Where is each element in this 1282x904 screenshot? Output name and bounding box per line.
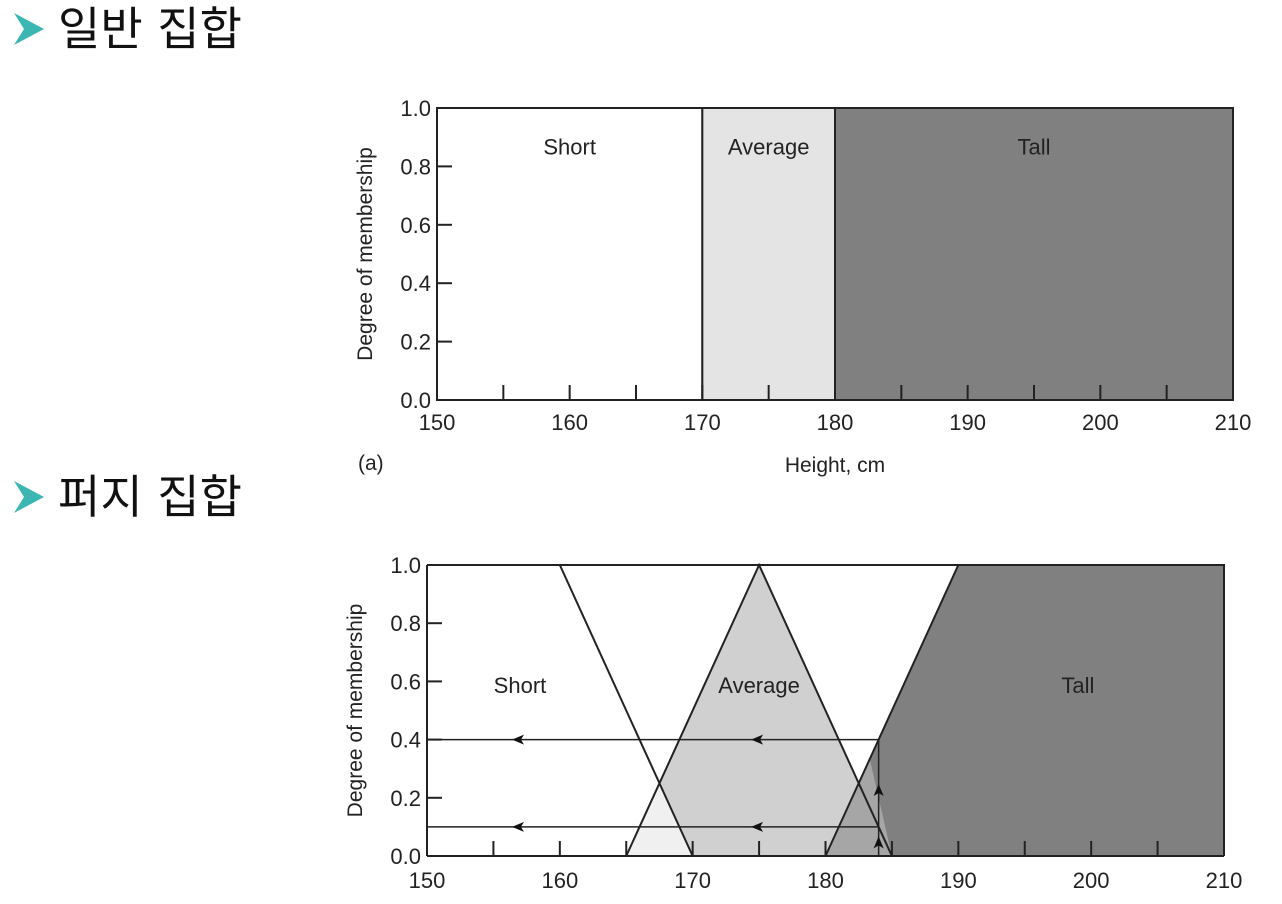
crisp-set-heading: 일반 집합 xyxy=(10,6,242,52)
arrow-bullet-icon xyxy=(14,13,44,45)
y-tick-label: 0.8 xyxy=(400,154,431,179)
y-tick-label: 0.8 xyxy=(390,611,421,636)
fuzzy-region-average xyxy=(626,565,892,856)
membership-arrow xyxy=(511,734,524,745)
y-tick-label: 0.2 xyxy=(390,786,421,811)
region-label-tall: Tall xyxy=(1061,673,1094,698)
x-tick-label: 190 xyxy=(949,410,986,435)
region-label-average: Average xyxy=(718,673,800,698)
arrow-bullet-icon xyxy=(14,481,44,513)
y-tick-label: 0.2 xyxy=(400,330,431,355)
crisp-set-title: 일반 집합 xyxy=(58,2,242,56)
fuzzy-set-heading: 퍼지 집합 xyxy=(10,474,242,520)
region-label-tall: Tall xyxy=(1017,135,1050,160)
y-tick-label: 0.4 xyxy=(400,271,431,296)
membership-arrow xyxy=(751,734,764,745)
region-label-short: Short xyxy=(494,673,547,698)
y-axis-title: Degree of membership xyxy=(344,604,367,818)
x-tick-label: 180 xyxy=(807,868,844,893)
y-tick-label: 0.6 xyxy=(390,669,421,694)
region-label-short: Short xyxy=(543,135,596,160)
x-tick-label: 150 xyxy=(419,410,456,435)
height-arrow xyxy=(873,783,884,796)
membership-arrow xyxy=(751,821,764,832)
membership-arrow xyxy=(511,821,524,832)
overlap-short-average xyxy=(626,783,693,856)
x-tick-label: 190 xyxy=(940,868,977,893)
fuzzy-region-tall xyxy=(825,565,1224,856)
y-axis-title: Degree of membership xyxy=(354,147,377,361)
x-tick-label: 150 xyxy=(409,868,446,893)
x-axis-title: Height, cm xyxy=(785,454,885,477)
crisp-region-tall xyxy=(834,107,1234,401)
crisp-region-average xyxy=(701,107,836,401)
height-arrow xyxy=(873,836,884,849)
region-label-average: Average xyxy=(728,135,810,160)
x-tick-label: 180 xyxy=(817,410,854,435)
y-tick-label: 0.0 xyxy=(400,388,431,413)
x-tick-label: 170 xyxy=(674,868,711,893)
panel-label: (a) xyxy=(358,452,384,475)
y-tick-label: 1.0 xyxy=(390,553,421,578)
x-tick-label: 170 xyxy=(684,410,721,435)
overlap-average-tall xyxy=(825,759,892,856)
x-tick-label: 210 xyxy=(1206,868,1243,893)
x-tick-label: 160 xyxy=(551,410,588,435)
x-tick-label: 200 xyxy=(1073,868,1110,893)
x-tick-label: 210 xyxy=(1215,410,1252,435)
fuzzy-set-title: 퍼지 집합 xyxy=(58,470,242,524)
x-tick-label: 200 xyxy=(1082,410,1119,435)
y-tick-label: 0.4 xyxy=(390,728,421,753)
x-tick-label: 160 xyxy=(541,868,578,893)
y-tick-label: 0.6 xyxy=(400,213,431,238)
y-tick-label: 0.0 xyxy=(390,844,421,869)
y-tick-label: 1.0 xyxy=(400,96,431,121)
